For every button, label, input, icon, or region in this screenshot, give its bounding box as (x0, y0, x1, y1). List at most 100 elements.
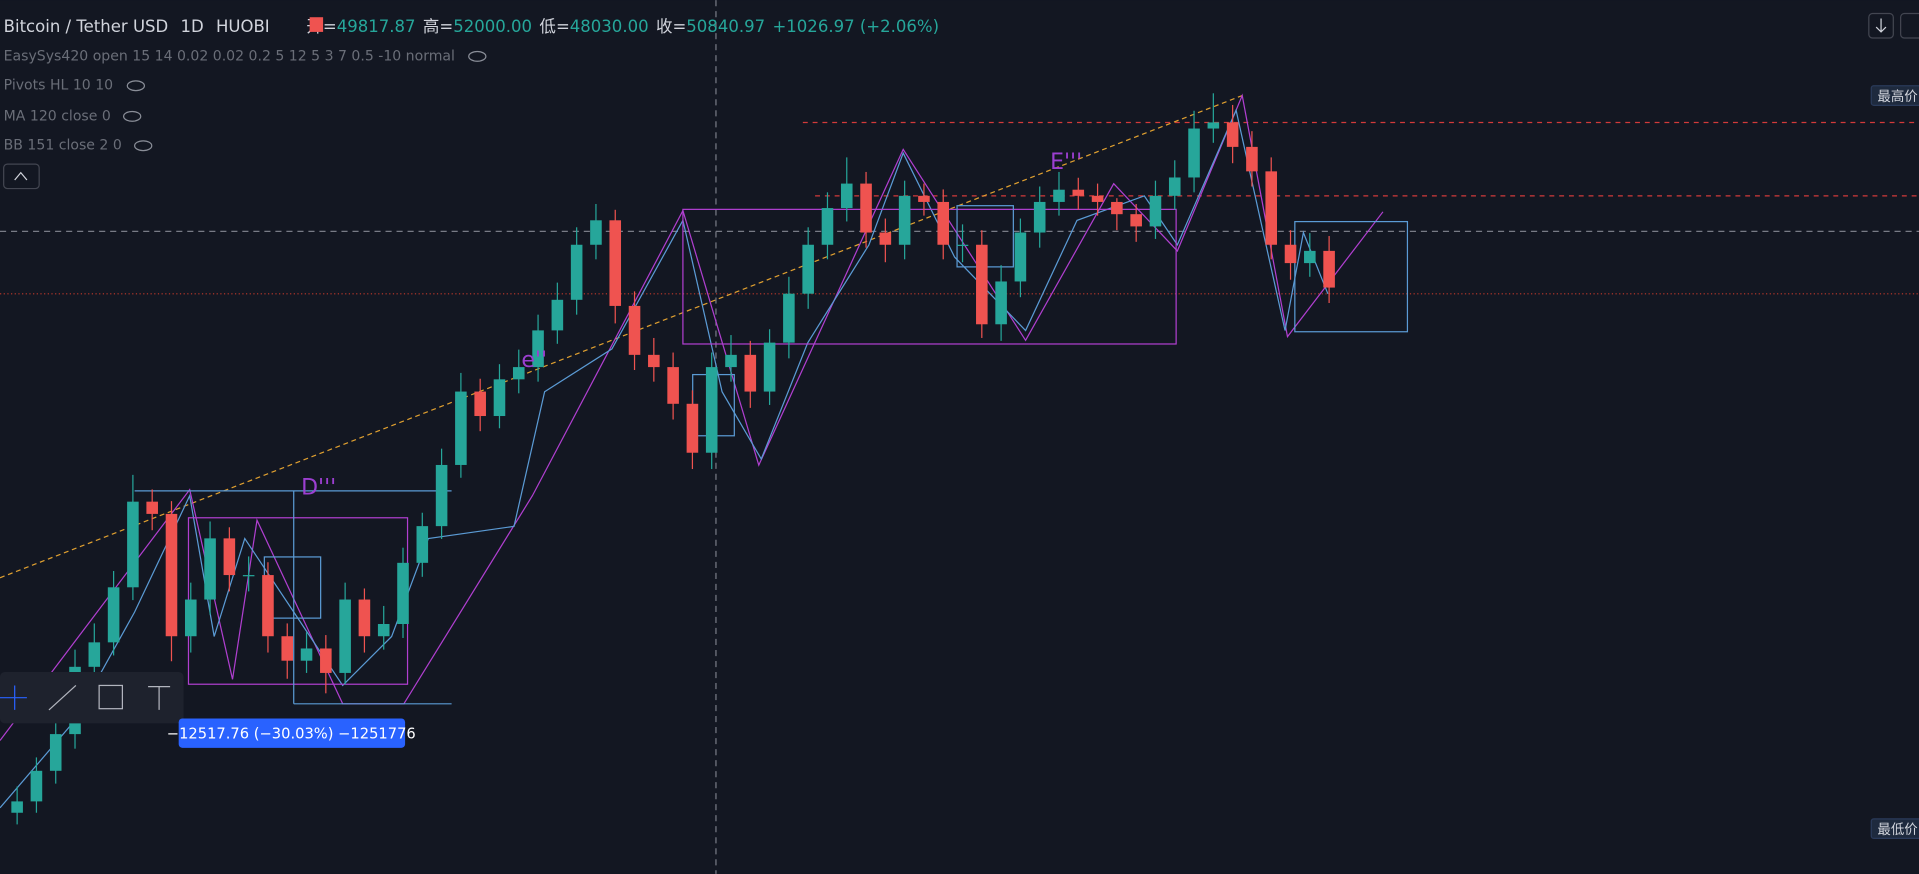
candle-body (879, 232, 892, 245)
price-tag (1870, 818, 1919, 840)
candle-body (783, 293, 795, 343)
zigzag (0, 93, 1384, 741)
candle-body (802, 244, 814, 294)
scroll-button[interactable] (1868, 12, 1894, 39)
wave-label: e'' (521, 348, 547, 373)
crosshair-tool[interactable] (0, 685, 27, 710)
candle-body (763, 342, 776, 392)
candle-body (1246, 146, 1258, 172)
measure-label: −12517.76 (−30.03%) −1251776 (167, 725, 416, 742)
candle-body (725, 354, 737, 368)
candle-body (262, 575, 274, 637)
candle-body (88, 642, 101, 667)
candle-body (30, 770, 43, 802)
candle-body (242, 575, 255, 577)
ohlc-label: 低= (539, 17, 569, 36)
chart-header: Bitcoin / Tether USD1DHUOBI开=49817.87高=5… (4, 17, 939, 36)
flag-icon[interactable] (309, 17, 324, 32)
candle-body (1130, 214, 1142, 227)
down-icon (1875, 18, 1887, 33)
candle-body (165, 513, 178, 637)
candle-body (648, 354, 660, 368)
indicator-label[interactable]: EasySys420 open 15 14 0.02 0.02 0.2 5 12… (4, 48, 455, 64)
candle-body (667, 367, 679, 404)
candle-body (1033, 201, 1046, 233)
candle-body (1149, 195, 1162, 227)
candle-body (744, 354, 757, 392)
candle-body (551, 299, 564, 331)
candle-body (532, 330, 544, 368)
candle-body (860, 183, 872, 233)
candle-body (107, 587, 120, 643)
candle-body (840, 183, 853, 209)
ohlc-label: 高= (423, 17, 453, 36)
eye-icon[interactable] (122, 110, 142, 122)
line-tool[interactable] (48, 684, 77, 711)
candle-body (1053, 189, 1065, 202)
collapse-icon (14, 171, 28, 181)
candle-body (1207, 122, 1220, 129)
ohlc-label: 收= (656, 17, 686, 36)
collapse-button[interactable] (3, 163, 40, 190)
candle-body (1323, 250, 1335, 288)
indicator-label[interactable]: Pivots HL 10 10 (4, 78, 114, 94)
text-tool[interactable] (148, 686, 171, 710)
measure-label-box (178, 718, 406, 748)
candle-body (435, 464, 448, 527)
candle-body (11, 801, 23, 813)
candle-body (281, 636, 294, 661)
rect-tool[interactable] (98, 684, 123, 710)
ohlc-value: 49817.87 (337, 17, 416, 36)
candle-body (377, 623, 390, 637)
candle-body (1168, 177, 1181, 196)
candle-body (1188, 128, 1200, 178)
candle-body (590, 220, 602, 245)
range-box (1294, 220, 1409, 333)
ohlc-value: 50840.97 (686, 17, 765, 36)
candle-body (609, 220, 622, 306)
candle-body (49, 734, 62, 771)
toolbar-icons (0, 684, 171, 711)
candle-body (1265, 171, 1278, 245)
candle-body (474, 391, 486, 417)
ohlc-value: 48030.00 (570, 17, 649, 36)
candle-body (512, 367, 525, 380)
candle-body (204, 538, 216, 600)
candle-body (416, 526, 429, 563)
eye-icon[interactable] (126, 80, 146, 92)
candle-body (1226, 122, 1239, 147)
window-button[interactable] (1900, 12, 1919, 39)
candle-body (1091, 195, 1104, 202)
eye-icon[interactable] (134, 140, 153, 152)
range-box (682, 208, 1177, 345)
candle-body (493, 379, 506, 417)
drawing-toolbar (0, 671, 184, 724)
candle-body (184, 599, 197, 637)
candle-body (628, 305, 641, 355)
eye-icon[interactable] (468, 50, 487, 62)
wave-label: D''' (301, 475, 336, 500)
symbol: Bitcoin / Tether USD (4, 17, 169, 36)
candle-body (1304, 250, 1316, 264)
candle-body (821, 208, 834, 245)
candle-body (686, 403, 699, 453)
candle-body (1284, 244, 1297, 264)
candle-body (1072, 189, 1085, 196)
candle-body (956, 244, 969, 246)
candle-body (937, 201, 950, 245)
candle-body (358, 599, 371, 637)
interval: 1D (180, 17, 203, 36)
indicator-label[interactable]: MA 120 close 0 (4, 108, 111, 124)
hide-icons (122, 50, 487, 152)
indicator-label[interactable]: BB 151 close 2 0 (4, 138, 122, 154)
candle-body (146, 501, 158, 514)
candle-body (223, 538, 236, 576)
candle-body (570, 244, 583, 300)
price-tag-label: 最低价 (1877, 822, 1918, 838)
candle-body (918, 195, 930, 202)
candle-body (320, 648, 332, 673)
candle-body (339, 599, 351, 673)
ohlc-value: 52000.00 (453, 17, 532, 36)
wave-label: E''' (1050, 150, 1082, 175)
